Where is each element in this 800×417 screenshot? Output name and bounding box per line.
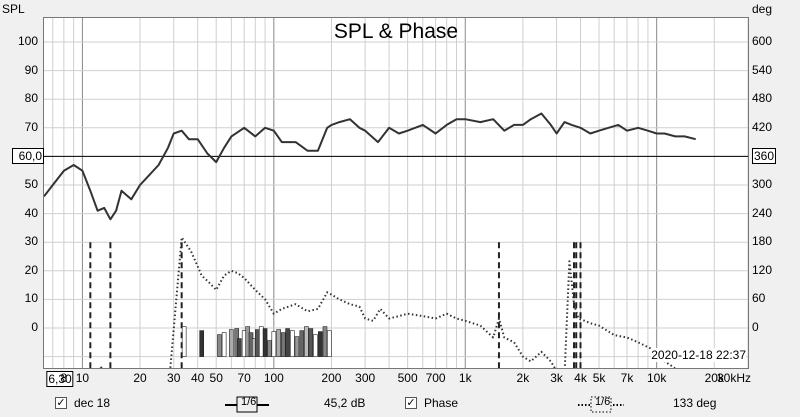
- analysis-bar: [236, 338, 242, 357]
- analysis-bar: [255, 329, 260, 357]
- spl-cursor-value: 45,2 dB: [324, 396, 366, 410]
- spl-line-style-icon[interactable]: [225, 396, 269, 413]
- phase-line-style-icon[interactable]: [578, 396, 624, 413]
- x-tick: 10: [75, 371, 90, 385]
- analysis-bar: [308, 328, 314, 357]
- y-right-tick: 120: [752, 262, 773, 277]
- analysis-bar: [217, 334, 222, 357]
- right-axis-title: deg: [752, 2, 773, 16]
- chart-title: SPL & Phase: [333, 20, 459, 43]
- x-tick: 70: [237, 371, 251, 385]
- analysis-bar: [221, 332, 227, 357]
- analysis-bar: [318, 331, 323, 357]
- timestamp: 2020-12-18 22:37: [651, 348, 746, 362]
- x-tick: 500: [397, 371, 418, 385]
- y-left-tick: 90: [24, 62, 38, 77]
- x-tick: 100: [263, 371, 284, 385]
- y-right-tick: 0: [752, 320, 759, 334]
- spl-smoothing[interactable]: 1/6: [241, 396, 257, 408]
- analysis-bar: [271, 331, 277, 357]
- x-tick: 3k: [550, 371, 563, 385]
- y-left-tick: 50: [24, 177, 38, 191]
- y-left-tick: 0: [31, 320, 38, 334]
- analysis-bar: [285, 328, 290, 357]
- y-right-tick: 180: [752, 234, 773, 249]
- spl-checkbox[interactable]: ✓: [55, 397, 67, 409]
- analysis-bar: [322, 326, 328, 357]
- y-right-tick: 600: [752, 34, 773, 48]
- analysis-bar: [327, 330, 332, 357]
- y-right-tick: 480: [752, 91, 773, 106]
- x-tick: 200: [321, 371, 342, 385]
- phase-trace-label: Phase: [424, 396, 459, 410]
- y-right-tick: 60: [752, 291, 766, 306]
- analysis-bar: [280, 332, 286, 357]
- y-left-tick: 10: [24, 291, 38, 306]
- y-left-tick: 70: [24, 119, 38, 134]
- analysis-bar: [258, 326, 264, 357]
- x-tick: 700: [425, 371, 446, 385]
- y-left-tick: 60,0: [12, 148, 44, 165]
- x-tick: 10k: [646, 371, 667, 385]
- y-left-tick: 30: [24, 234, 38, 249]
- x-tick: 7k: [620, 371, 634, 385]
- analysis-bar: [199, 330, 205, 357]
- analysis-bar: [304, 326, 309, 357]
- x-tick: 50: [209, 371, 223, 385]
- left-axis-title: SPL: [2, 2, 25, 16]
- analysis-bar: [313, 334, 318, 357]
- analysis-bar: [267, 340, 272, 357]
- spl-series-line: [44, 112, 696, 221]
- analysis-bar: [181, 326, 187, 357]
- legend-controls: ✓ dec 18 1/6 45,2 dB ✓ Phase 1/6 133 deg: [0, 395, 800, 415]
- x-tick: 300: [355, 371, 376, 385]
- x-tick: 20: [133, 371, 147, 385]
- y-left-tick: 40: [24, 205, 38, 220]
- y-right-tick: 420: [752, 119, 773, 134]
- graph-canvas: [44, 18, 748, 368]
- x-tick: 2k: [516, 371, 530, 385]
- analysis-bar: [294, 336, 300, 357]
- x-tick: 5k: [592, 371, 606, 385]
- x-tick: 1k: [458, 371, 472, 385]
- analysis-bar: [262, 328, 268, 357]
- analysis-bar: [229, 329, 234, 357]
- phase-checkbox[interactable]: ✓: [405, 397, 417, 409]
- y-left-tick: 20: [24, 262, 38, 277]
- analysis-bar: [276, 329, 281, 357]
- x-tick: 4k: [574, 371, 587, 385]
- analysis-bar: [299, 330, 305, 357]
- y-right-tick: 300: [752, 177, 773, 191]
- plot-area[interactable]: [43, 17, 749, 369]
- x-tick: 30kHz: [716, 371, 752, 385]
- x-tick: 6,30: [46, 371, 74, 387]
- x-tick: 8: [60, 371, 68, 385]
- x-tick: 30: [167, 371, 181, 385]
- y-right-tick: 360: [752, 148, 777, 165]
- spl-trace-label: dec 18: [74, 396, 111, 410]
- analysis-bar: [290, 330, 295, 357]
- y-right-tick: 540: [752, 62, 773, 77]
- phase-series-line: [99, 236, 676, 368]
- phase-smoothing[interactable]: 1/6: [595, 396, 611, 408]
- y-left-tick: 80: [24, 91, 38, 106]
- phase-cursor-value: 133 deg: [673, 396, 717, 410]
- x-tick: 40: [190, 371, 205, 385]
- x-tick: 20k: [704, 371, 724, 385]
- y-right-tick: 240: [752, 205, 773, 220]
- y-left-tick: 100: [17, 34, 38, 48]
